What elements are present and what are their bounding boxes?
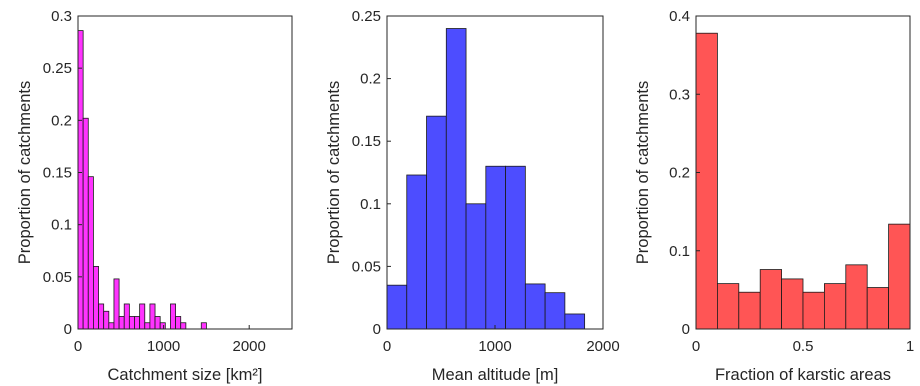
bar-1-20 [180, 322, 187, 330]
bar-1-3 [93, 265, 99, 330]
bar-2-4 [465, 203, 487, 330]
y-tick-label: 0 [682, 321, 690, 338]
bar-1-11 [134, 316, 141, 330]
y-axis-label: Proportion of catchments [634, 81, 652, 264]
x-axis-label: Catchment size [km²] [108, 366, 263, 384]
bar-3-3 [759, 269, 783, 330]
bar-2-7 [524, 283, 546, 330]
bar-3-8 [866, 287, 890, 330]
y-tick-label: 0.1 [360, 196, 381, 213]
panel-2: 0 1000 2000 0 0.05 0.1 0.15 0.2 0.25 Mean altitud… [325, 8, 620, 384]
x-tick-label: 1000 [147, 338, 180, 355]
bar-3-2 [738, 291, 761, 330]
x-tick-label: 1000 [478, 338, 511, 355]
bar-3-0 [695, 32, 718, 330]
y-tick-label: 0.15 [352, 133, 381, 150]
x-axis-label: Mean altitude [m] [432, 366, 559, 384]
y-tick-label: 0.25 [43, 60, 72, 77]
x-tick-label: 0 [692, 338, 700, 355]
bar-1-2 [87, 176, 94, 330]
bar-1-5 [103, 310, 110, 330]
bar-1-16 [159, 322, 166, 330]
bar-1-18 [170, 303, 176, 330]
bar-3-4 [781, 278, 804, 330]
bar-1-14 [149, 303, 156, 330]
bar-1-12 [139, 303, 146, 330]
x-tick-label: 2000 [233, 338, 266, 355]
bar-1-7 [113, 278, 120, 330]
bar-1-0 [77, 30, 84, 330]
y-tick-label: 0 [373, 321, 381, 338]
bar-1-4 [98, 303, 105, 330]
x-tick-label: 0 [383, 338, 391, 355]
bar-3-6 [824, 283, 847, 330]
bar-1-8 [118, 316, 125, 330]
bar-3-5 [802, 291, 825, 330]
y-tick-label: 0.2 [360, 71, 381, 88]
y-tick-label: 0.05 [43, 269, 72, 286]
panel-1: 0 1000 2000 0 0.05 0.1 0.15 0.2 0.25 0.3 Catchment… [16, 8, 293, 384]
bar-1-6 [108, 322, 115, 330]
bar-1-1 [82, 117, 89, 330]
panel-3: 0 0.5 1 0 0.1 0.2 0.3 0.4 Fraction of karstic ar… [634, 8, 914, 384]
x-axis-label: Fraction of karstic areas [715, 366, 891, 384]
bar-1-13 [144, 322, 151, 330]
y-tick-label: 0.25 [352, 8, 381, 25]
y-axis-label: Proportion of catchments [325, 81, 343, 264]
bar-3-1 [717, 283, 740, 330]
y-tick-label: 0.05 [352, 258, 381, 275]
bar-2-6 [505, 165, 526, 330]
x-tick-label: 2000 [586, 338, 619, 355]
x-tick-label: 0.5 [793, 338, 814, 355]
bar-2-1 [406, 174, 427, 330]
y-tick-label: 0 [64, 321, 72, 338]
y-tick-label: 0.3 [51, 8, 72, 25]
x-tick-label: 1 [906, 338, 914, 355]
bar-2-2 [426, 115, 447, 330]
bar-1-10 [128, 316, 135, 330]
y-tick-label: 0.15 [43, 165, 72, 182]
bar-2-8 [544, 292, 566, 330]
y-tick-label: 0.2 [51, 112, 72, 129]
bar-2-9 [564, 313, 586, 330]
bar-1-19 [175, 316, 182, 330]
bar-1-24 [200, 322, 207, 330]
y-tick-label: 0.1 [669, 243, 690, 260]
axes-box [77, 15, 293, 330]
y-tick-label: 0.4 [669, 8, 690, 25]
y-tick-label: 0.1 [51, 217, 72, 234]
bar-2-0 [386, 284, 408, 330]
bar-2-5 [485, 165, 506, 330]
bar-1-15 [154, 316, 161, 330]
y-tick-label: 0.2 [669, 165, 690, 182]
bar-1-9 [123, 303, 130, 330]
y-tick-label: 0.3 [669, 86, 690, 103]
y-axis-label: Proportion of catchments [16, 81, 34, 264]
bar-3-9 [888, 223, 911, 330]
bar-2-3 [445, 28, 467, 330]
x-tick-label: 0 [74, 338, 82, 355]
bar-3-7 [845, 264, 868, 330]
